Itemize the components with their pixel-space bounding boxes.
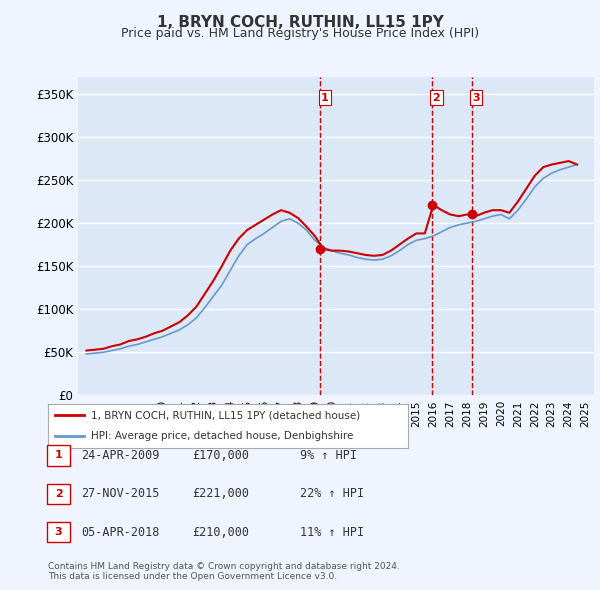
Text: 3: 3 <box>55 527 62 537</box>
Text: 2: 2 <box>55 489 62 499</box>
Text: 3: 3 <box>472 93 480 103</box>
Text: £221,000: £221,000 <box>192 487 249 500</box>
Text: 11% ↑ HPI: 11% ↑ HPI <box>300 526 364 539</box>
Text: £170,000: £170,000 <box>192 449 249 462</box>
Text: 05-APR-2018: 05-APR-2018 <box>81 526 160 539</box>
Text: 1, BRYN COCH, RUTHIN, LL15 1PY: 1, BRYN COCH, RUTHIN, LL15 1PY <box>157 15 443 30</box>
Text: 9% ↑ HPI: 9% ↑ HPI <box>300 449 357 462</box>
Text: 27-NOV-2015: 27-NOV-2015 <box>81 487 160 500</box>
Text: 24-APR-2009: 24-APR-2009 <box>81 449 160 462</box>
Text: HPI: Average price, detached house, Denbighshire: HPI: Average price, detached house, Denb… <box>91 431 353 441</box>
Text: £210,000: £210,000 <box>192 526 249 539</box>
Text: 2: 2 <box>433 93 440 103</box>
Text: Contains HM Land Registry data © Crown copyright and database right 2024.
This d: Contains HM Land Registry data © Crown c… <box>48 562 400 581</box>
Text: 22% ↑ HPI: 22% ↑ HPI <box>300 487 364 500</box>
Text: 1: 1 <box>321 93 329 103</box>
Text: 1, BRYN COCH, RUTHIN, LL15 1PY (detached house): 1, BRYN COCH, RUTHIN, LL15 1PY (detached… <box>91 410 361 420</box>
Text: 1: 1 <box>55 451 62 460</box>
Text: Price paid vs. HM Land Registry's House Price Index (HPI): Price paid vs. HM Land Registry's House … <box>121 27 479 40</box>
